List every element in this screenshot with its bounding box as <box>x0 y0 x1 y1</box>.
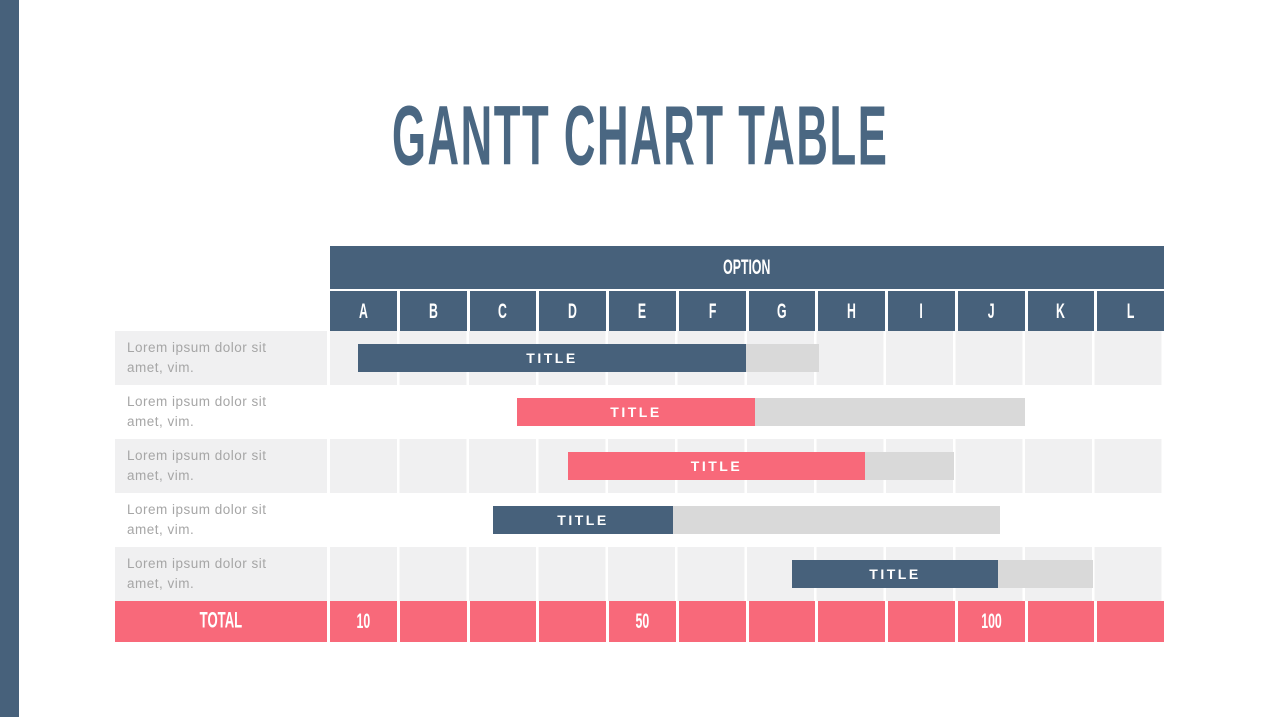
row-label: Lorem ipsum dolor sit amet, vim. <box>115 493 327 547</box>
row-label: Lorem ipsum dolor sit amet, vim. <box>115 439 327 493</box>
row-label-text: Lorem ipsum dolor sit amet, vim. <box>127 447 267 483</box>
total-value-text: 100 <box>980 609 1002 634</box>
total-cells: 10 50 100 <box>330 601 1164 642</box>
column-header-cell: H <box>818 291 885 331</box>
column-header-label: F <box>708 299 716 323</box>
column-header-cell: K <box>1027 291 1095 331</box>
column-header-label: C <box>498 299 508 323</box>
column-header-label: K <box>1056 299 1066 323</box>
table-row: Lorem ipsum dolor sit amet, vim. TITLE <box>115 439 1164 493</box>
row-grid: TITLE <box>330 493 1164 547</box>
row-label: Lorem ipsum dolor sit amet, vim. <box>115 385 327 439</box>
total-value-cell <box>748 601 816 642</box>
column-header-cell: B <box>399 291 467 331</box>
gantt-bar-tail <box>755 398 1025 426</box>
gantt-bar-segment: TITLE <box>517 398 755 426</box>
option-header-label: OPTION <box>723 255 771 280</box>
column-header-cell: L <box>1097 291 1164 331</box>
column-header-row: A B C D E F G H I J K L <box>330 291 1164 331</box>
row-grid: TITLE <box>330 331 1164 385</box>
row-label: Lorem ipsum dolor sit amet, vim. <box>115 547 327 601</box>
gantt-bar: TITLE <box>493 506 1000 534</box>
total-row: TOTAL 10 50 100 <box>115 601 1164 642</box>
column-header-label: E <box>638 299 647 323</box>
column-header-label: B <box>428 299 438 323</box>
total-value-text: 50 <box>635 609 650 634</box>
column-header-label: J <box>987 299 995 323</box>
table-body: Lorem ipsum dolor sit amet, vim. TITLE Lor… <box>115 331 1164 601</box>
total-value-cell <box>818 601 885 642</box>
row-label-text: Lorem ipsum dolor sit amet, vim. <box>127 339 267 375</box>
page-title-text: GANTT CHART TABLE <box>391 88 889 183</box>
column-header-cell: C <box>469 291 537 331</box>
row-grid: TITLE <box>330 547 1164 601</box>
column-header-label: G <box>777 299 787 323</box>
total-value-cell <box>469 601 537 642</box>
gantt-bar: TITLE <box>517 398 1025 426</box>
total-value-cell <box>678 601 746 642</box>
table-row: Lorem ipsum dolor sit amet, vim. TITLE <box>115 331 1164 385</box>
column-header-cell: D <box>539 291 606 331</box>
page-title: GANTT CHART TABLE <box>0 88 1280 183</box>
gantt-bar: TITLE <box>792 560 1093 588</box>
total-value-cell <box>1027 601 1095 642</box>
column-header-cell: F <box>678 291 746 331</box>
gantt-bar-tail <box>865 452 954 480</box>
gantt-table: OPTION A B C D E F G H I J K L Lorem ipsum dolor si… <box>115 246 1164 642</box>
total-value-cell <box>1097 601 1164 642</box>
column-header-label: H <box>847 299 857 323</box>
column-header-cell: J <box>957 291 1025 331</box>
left-accent-bar <box>0 0 19 717</box>
column-header-label: I <box>919 299 924 323</box>
gantt-bar-segment: TITLE <box>568 452 865 480</box>
total-label-text: TOTAL <box>199 608 243 633</box>
gantt-bar-segment: TITLE <box>493 506 673 534</box>
gantt-bar-tail <box>998 560 1093 588</box>
gantt-bar-tail <box>746 344 819 372</box>
row-label: Lorem ipsum dolor sit amet, vim. <box>115 331 327 385</box>
row-label-text: Lorem ipsum dolor sit amet, vim. <box>127 501 267 537</box>
total-value-cell: 100 <box>957 601 1025 642</box>
gantt-bar-segment: TITLE <box>358 344 746 372</box>
total-label-cell: TOTAL <box>115 601 327 642</box>
column-header-cell: I <box>888 291 955 331</box>
column-header-cell: E <box>609 291 676 331</box>
table-row: Lorem ipsum dolor sit amet, vim. TITLE <box>115 385 1164 439</box>
gantt-bar: TITLE <box>358 344 819 372</box>
gantt-bar-segment: TITLE <box>792 560 998 588</box>
column-header-cell: G <box>748 291 816 331</box>
gantt-bar-tail <box>673 506 1000 534</box>
total-value-cell: 10 <box>330 601 397 642</box>
total-value-cell: 50 <box>609 601 676 642</box>
total-value-cell <box>399 601 467 642</box>
table-row: Lorem ipsum dolor sit amet, vim. TITLE <box>115 547 1164 601</box>
column-header-label: A <box>358 299 368 323</box>
row-grid: TITLE <box>330 439 1164 493</box>
total-value-cell <box>539 601 606 642</box>
row-grid: TITLE <box>330 385 1164 439</box>
column-header-label: L <box>1126 299 1135 323</box>
row-label-text: Lorem ipsum dolor sit amet, vim. <box>127 393 267 429</box>
column-header-label: D <box>568 299 578 323</box>
total-value-cell <box>888 601 955 642</box>
column-header-cell: A <box>330 291 397 331</box>
table-row: Lorem ipsum dolor sit amet, vim. TITLE <box>115 493 1164 547</box>
gantt-bar: TITLE <box>568 452 954 480</box>
option-header-cell: OPTION <box>330 246 1164 289</box>
row-label-text: Lorem ipsum dolor sit amet, vim. <box>127 555 267 591</box>
total-value-text: 10 <box>356 609 371 634</box>
